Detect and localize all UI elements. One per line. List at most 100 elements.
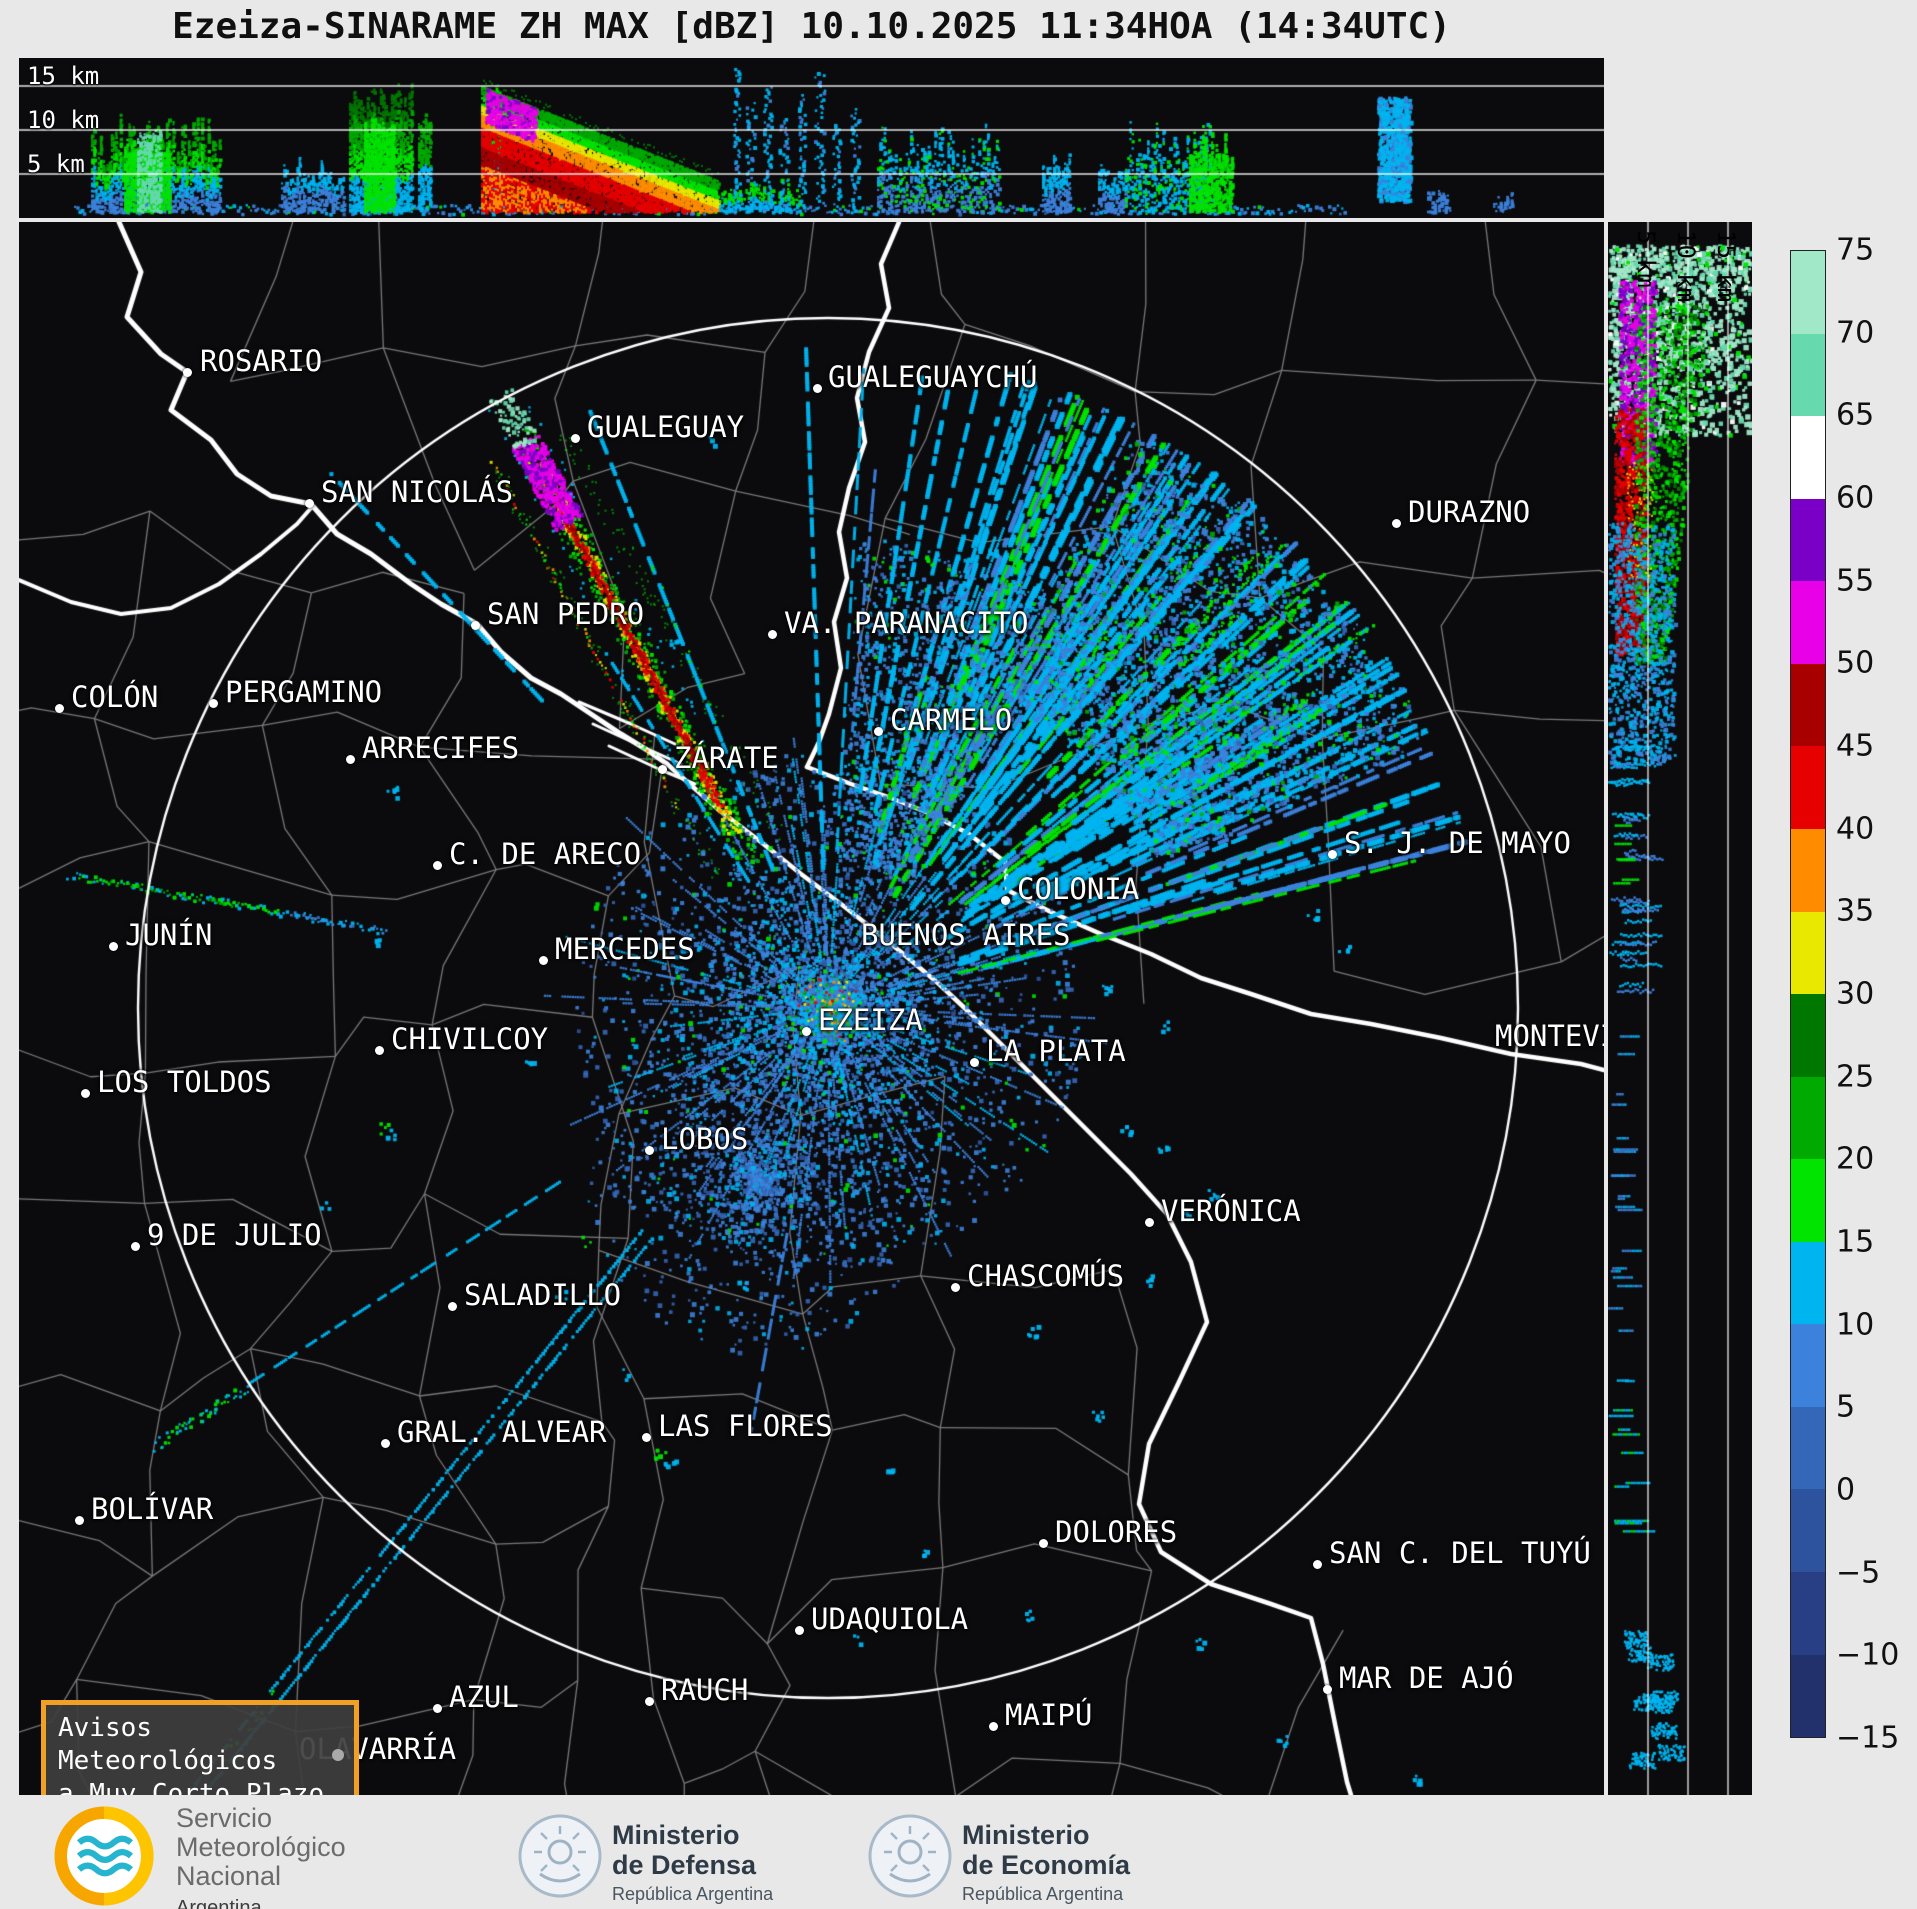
colorbar-tick-−5: −5: [1836, 1555, 1881, 1591]
warning-box: Avisos Meteorológicos a Muy Corto Plazo: [41, 1700, 359, 1795]
smn-name: Servicio Meteorológico Nacional Argentin…: [176, 1804, 346, 1909]
colorbar-segment-0-5: [1791, 1406, 1825, 1490]
colorbar-segment-30-35: [1791, 911, 1825, 995]
city-dot-gral-alvear: [381, 1439, 390, 1448]
city-dot-rauch: [645, 1697, 654, 1706]
warning-line-1: Avisos Meteorológicos: [58, 1713, 278, 1776]
city-label-va-paranacito: VA. PARANACITO: [784, 606, 1029, 640]
colorbar-tick-55: 55: [1836, 563, 1875, 599]
city-label-dolores: DOLORES: [1055, 1515, 1178, 1549]
defensa-line2: de Defensa: [612, 1850, 757, 1880]
smn-name-line1: Servicio: [176, 1803, 273, 1833]
city-dot-san-pedro: [471, 621, 480, 630]
city-label-chivilcoy: CHIVILCOY: [391, 1022, 549, 1056]
city-dot-pergamino: [209, 699, 218, 708]
city-dot-gualeguay: [571, 434, 580, 443]
colorbar-segment-15-20: [1791, 1159, 1825, 1242]
economia-line2: de Economía: [962, 1850, 1131, 1880]
city-dot-c-de-areco: [433, 861, 442, 870]
city-label-udaquiola: UDAQUIOLA: [811, 1602, 969, 1636]
economia-text: Ministerio de Economía República Argenti…: [962, 1820, 1130, 1905]
city-label-jun-n: JUNÍN: [125, 918, 213, 952]
city-label-c-de-areco: C. DE ARECO: [449, 837, 642, 871]
economia-sub: República Argentina: [962, 1884, 1124, 1904]
city-dot-ezeiza: [802, 1027, 811, 1036]
defensa-emblem-icon: [518, 1814, 602, 1898]
top-altitude-label-1: 10 km: [27, 106, 100, 134]
smn-country: Argentina: [176, 1897, 262, 1909]
city-label-la-plata: LA PLATA: [986, 1034, 1126, 1068]
colorbar-tick-10: 10: [1836, 1307, 1875, 1343]
city-label-buenos-aires: BUENOS AIRES: [861, 918, 1071, 952]
city-dot-bol-var: [75, 1516, 84, 1525]
colorbar-segment--15--10: [1791, 1654, 1825, 1738]
colorbar: 75 70 65 60 55 50 45 40 35 30 25 20 15 10 5 0 −5 −10 −15: [1790, 233, 1899, 1756]
city-dot-san-c-del-tuy-: [1313, 1560, 1322, 1569]
city-label-las-flores: LAS FLORES: [658, 1409, 833, 1443]
colorbar-segment-70-75: [1791, 251, 1825, 334]
city-dot-udaquiola: [795, 1626, 804, 1635]
city-dot-las-flores: [642, 1433, 651, 1442]
city-label-arrecifes: ARRECIFES: [362, 731, 520, 765]
city-dot-colonia: [1001, 896, 1010, 905]
colorbar-tick-15: 15: [1836, 1224, 1875, 1260]
colorbar-segment-50-55: [1791, 581, 1825, 664]
top-altitude-label-0: 15 km: [27, 62, 100, 90]
smn-name-line3: Nacional: [176, 1861, 282, 1891]
smn-logo: [54, 1806, 154, 1909]
city-label-lobos: LOBOS: [661, 1122, 749, 1156]
warning-dot-icon: [332, 1749, 344, 1761]
city-label-gral-alvear: GRAL. ALVEAR: [397, 1415, 607, 1449]
warning-line-2: a Muy Corto Plazo: [58, 1779, 325, 1795]
city-label-mar-de-aj-: MAR DE AJÓ: [1339, 1661, 1514, 1695]
colorbar-scale: [1790, 250, 1826, 1738]
city-label-ver-nica: VERÓNICA: [1161, 1194, 1301, 1228]
city-dot-chascom-s: [951, 1283, 960, 1292]
radar-map-canvas: [19, 222, 1604, 1795]
colorbar-segment-60-65: [1791, 416, 1825, 499]
city-label-mercedes: MERCEDES: [555, 932, 695, 966]
colorbar-tick-5: 5: [1836, 1389, 1856, 1425]
colorbar-segment-55-60: [1791, 498, 1825, 582]
city-label-san-c-del-tuy-: SAN C. DEL TUYÚ: [1329, 1536, 1591, 1570]
economia-line1: Ministerio: [962, 1820, 1090, 1850]
colorbar-tick-75: 75: [1836, 232, 1875, 268]
city-label-azul: AZUL: [449, 1680, 519, 1714]
city-dot-jun-n: [109, 942, 118, 951]
colorbar-tick-45: 45: [1836, 728, 1875, 764]
page-title: Ezeiza-SINARAME ZH MAX [dBZ] 10.10.2025 …: [172, 6, 1451, 47]
right-altitude-label-2: 15 km: [1712, 230, 1740, 303]
colorbar-tick-35: 35: [1836, 893, 1875, 929]
city-dot-arrecifes: [346, 755, 355, 764]
colorbar-segment-40-45: [1791, 746, 1825, 829]
colorbar-segment--10--5: [1791, 1572, 1825, 1655]
colorbar-tick-−10: −10: [1836, 1637, 1900, 1673]
city-label-maip-: MAIPÚ: [1005, 1698, 1093, 1732]
defensa-sub: República Argentina: [612, 1884, 774, 1904]
top-cross-section-canvas: [19, 58, 1604, 218]
colorbar-tick-70: 70: [1836, 315, 1875, 351]
city-label-s-j-de-mayo: S. J. DE MAYO: [1344, 826, 1571, 860]
colorbar-tick-30: 30: [1836, 976, 1875, 1012]
city-dot-s-j-de-mayo: [1328, 850, 1337, 859]
city-dot-durazno: [1392, 519, 1401, 528]
city-label-durazno: DURAZNO: [1408, 495, 1531, 529]
defensa-line1: Ministerio: [612, 1820, 740, 1850]
city-dot-lobos: [645, 1146, 654, 1155]
colorbar-tick-20: 20: [1836, 1141, 1875, 1177]
city-label-montevideo: MONTEVIDEO: [1495, 1019, 1604, 1053]
city-dot-la-plata: [970, 1058, 979, 1067]
colorbar-segment-5-10: [1791, 1324, 1825, 1407]
smn-name-line2: Meteorológico: [176, 1832, 346, 1862]
top-altitude-label-2: 5 km: [27, 150, 85, 178]
city-label-carmelo: CARMELO: [890, 703, 1013, 737]
city-label-chascom-s: CHASCOMÚS: [967, 1259, 1125, 1293]
city-label-z-rate: ZÁRATE: [674, 741, 779, 775]
city-label-pergamino: PERGAMINO: [225, 675, 383, 709]
city-label-ezeiza: EZEIZA: [818, 1003, 923, 1037]
colorbar-segment-20-25: [1791, 1076, 1825, 1160]
city-dot-carmelo: [874, 727, 883, 736]
colorbar-tick-40: 40: [1836, 811, 1875, 847]
city-dot-dolores: [1039, 1539, 1048, 1548]
